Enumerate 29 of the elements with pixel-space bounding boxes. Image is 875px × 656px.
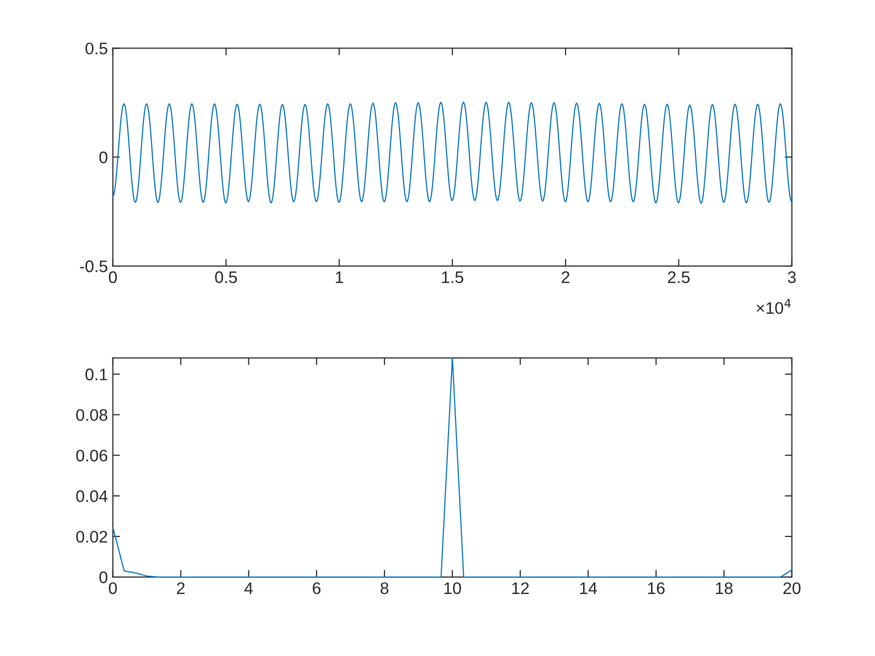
line-series (112, 357, 792, 578)
text: ×10$^{4}$ (756, 298, 791, 314)
y-tick-label: 0.5 (86, 42, 108, 54)
x-tick-label: 8 (380, 582, 388, 594)
x-tick-label: 0.5 (215, 271, 237, 284)
x-tick-label: 16 (648, 582, 665, 594)
x-tick-label: 0 (108, 271, 117, 284)
x-tick-label: 1 (336, 271, 344, 283)
x-tick-label: 2.5 (668, 271, 690, 284)
y-tick-label: 0.1 (86, 368, 108, 380)
y-tick-label: 0.06 (76, 450, 108, 462)
x-tick-label: 4 (244, 582, 253, 594)
y-tick-label: 0 (99, 152, 108, 164)
y-tick-label: 0.08 (76, 409, 108, 421)
y-tick-label: 0 (99, 571, 108, 584)
x-tick-label: 12 (512, 582, 529, 594)
x-tick-label: 2 (176, 582, 185, 594)
x-tick-label: 2 (562, 271, 570, 283)
x-tick-label: 3 (788, 271, 796, 284)
x-tick-label: 10 (444, 582, 461, 594)
x-tick-label: 6 (312, 582, 320, 594)
x-tick-label: 20 (783, 582, 800, 594)
y-tick-label: 0.04 (76, 490, 108, 502)
y-tick-label: 0.02 (76, 530, 108, 543)
y-tick-label: -0.5 (80, 260, 108, 272)
x-tick-label: 0 (108, 582, 117, 594)
x-tick-label: 18 (716, 582, 733, 594)
x-tick-label: 1.5 (442, 271, 464, 284)
x-tick-label: 14 (580, 582, 597, 594)
